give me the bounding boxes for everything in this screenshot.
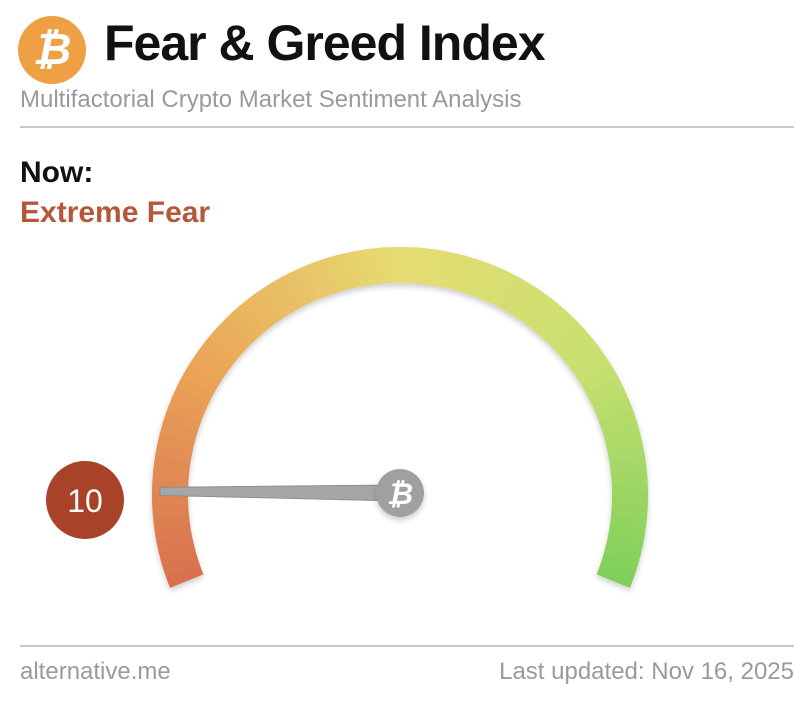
gauge-arc-segment: [581, 366, 619, 395]
gauge-arc-segment: [586, 377, 624, 404]
now-label: Now:: [20, 156, 94, 189]
gauge-arc-segment: [556, 327, 592, 361]
gauge-arc-segment: [243, 295, 275, 331]
gauge-arc-segment: [480, 265, 507, 304]
gauge-arc-segment: [283, 270, 311, 308]
sentiment-classification: Extreme Fear: [20, 196, 211, 229]
gauge-arc-segment: [165, 564, 204, 588]
gauge-arc-segment: [351, 249, 370, 288]
gauge-arc-segment: [599, 410, 638, 433]
gauge-arc-segment: [216, 318, 252, 353]
gauge-arc-segment: [609, 457, 647, 474]
gauge-arc-segment: [262, 281, 292, 319]
gauge-arc-segment: [225, 310, 259, 345]
gauge-arc-segment: [610, 469, 648, 484]
gauge-arc-segment: [525, 295, 558, 332]
gauge-needle: [159, 484, 401, 502]
value-text: 10: [67, 483, 103, 519]
gauge-hub: [376, 469, 424, 517]
gauge-arc-segment: [490, 270, 517, 309]
gauge-arc-segment: [157, 432, 195, 453]
gauge-arc-segment: [441, 251, 461, 290]
gauge-arc-segment: [608, 524, 646, 543]
gauge-arc-segment: [154, 444, 193, 463]
gauge-arc-segment: [305, 261, 330, 300]
gauge-arc-segment: [316, 257, 340, 296]
gauge-arc-segment: [607, 445, 646, 464]
gauge-arc-segment: [569, 346, 606, 377]
gauge-arc-segment: [153, 456, 191, 473]
gauge-arc-segment: [410, 247, 425, 285]
gauge-arc-segment: [541, 310, 576, 346]
gauge-arc-segment: [461, 257, 484, 296]
gauge-arc-segment: [549, 319, 584, 353]
gauge-arc-segment: [563, 336, 599, 369]
gauge-arc-segment: [152, 468, 190, 484]
gauge-arc-segment: [273, 275, 302, 313]
gauge-arc-segment: [161, 554, 200, 577]
gauge-arc-segment: [611, 503, 648, 519]
gauge-arc-segment: [596, 564, 635, 588]
gauge-arc-segment: [430, 249, 449, 288]
gauge-arc-segment: [252, 288, 284, 325]
gauge-arc-segment: [171, 387, 210, 413]
gauge-arc-segment: [340, 251, 360, 290]
gauge-arc-segment: [600, 554, 638, 578]
gauge-arc-segment: [508, 281, 538, 319]
gauge-arc-segment: [609, 514, 647, 531]
gauge-arc-segment: [156, 534, 194, 554]
gauge-arc-segment: [533, 302, 567, 338]
gauge-arc-segment: [194, 345, 231, 377]
gauge-arc-segment: [208, 327, 244, 360]
gauge-arc-segment: [176, 376, 214, 404]
bitcoin-hub-icon: ₿: [387, 478, 413, 511]
gauge-arc-segment: [375, 247, 391, 285]
gauge-arc-segment: [575, 356, 613, 386]
gauge-arc-segment: [603, 544, 642, 566]
gauge-arc-segment: [591, 387, 629, 414]
source-link[interactable]: alternative.me: [20, 658, 171, 685]
last-updated: Last updated: Nov 16, 2025: [499, 658, 794, 685]
gauge-arc-segment: [499, 276, 528, 314]
gauge-arc-segment: [158, 544, 197, 566]
gauge-arc: [152, 247, 648, 588]
gauge-arc-segment: [294, 265, 320, 304]
gauge-arc-segment: [420, 248, 437, 286]
bitcoin-logo-icon: ₿: [18, 16, 86, 84]
gauge-arc-segment: [363, 248, 380, 286]
gauge-arc-segment: [451, 254, 473, 293]
gauge-arc-segment: [166, 398, 205, 423]
gauge-arc-segment: [595, 398, 634, 424]
gauge-arc-segment: [328, 254, 350, 293]
gauge-arc-segment: [152, 513, 191, 530]
value-badge: [46, 461, 124, 539]
divider: [20, 126, 794, 128]
gauge-arc-segment: [159, 421, 198, 443]
gauge-arc-segment: [605, 534, 644, 554]
gauge-arc-segment: [517, 288, 548, 325]
gauge-arc-segment: [471, 261, 496, 300]
gauge-arc-segment: [234, 302, 267, 338]
gauge-arc-segment: [181, 366, 219, 395]
gauge-arc-segment: [201, 336, 238, 369]
gauge-arc-segment: [163, 409, 201, 433]
footer-divider: [20, 645, 794, 647]
gauge-arc-segment: [605, 433, 644, 453]
page-subtitle: Multifactorial Crypto Market Sentiment A…: [20, 86, 522, 113]
page-title: Fear & Greed Index: [104, 15, 545, 71]
gauge-arc-segment: [602, 421, 641, 443]
gauge-arc-segment: [152, 503, 189, 518]
gauge-arc-segment: [187, 355, 225, 386]
gauge-arc-segment: [154, 523, 192, 542]
